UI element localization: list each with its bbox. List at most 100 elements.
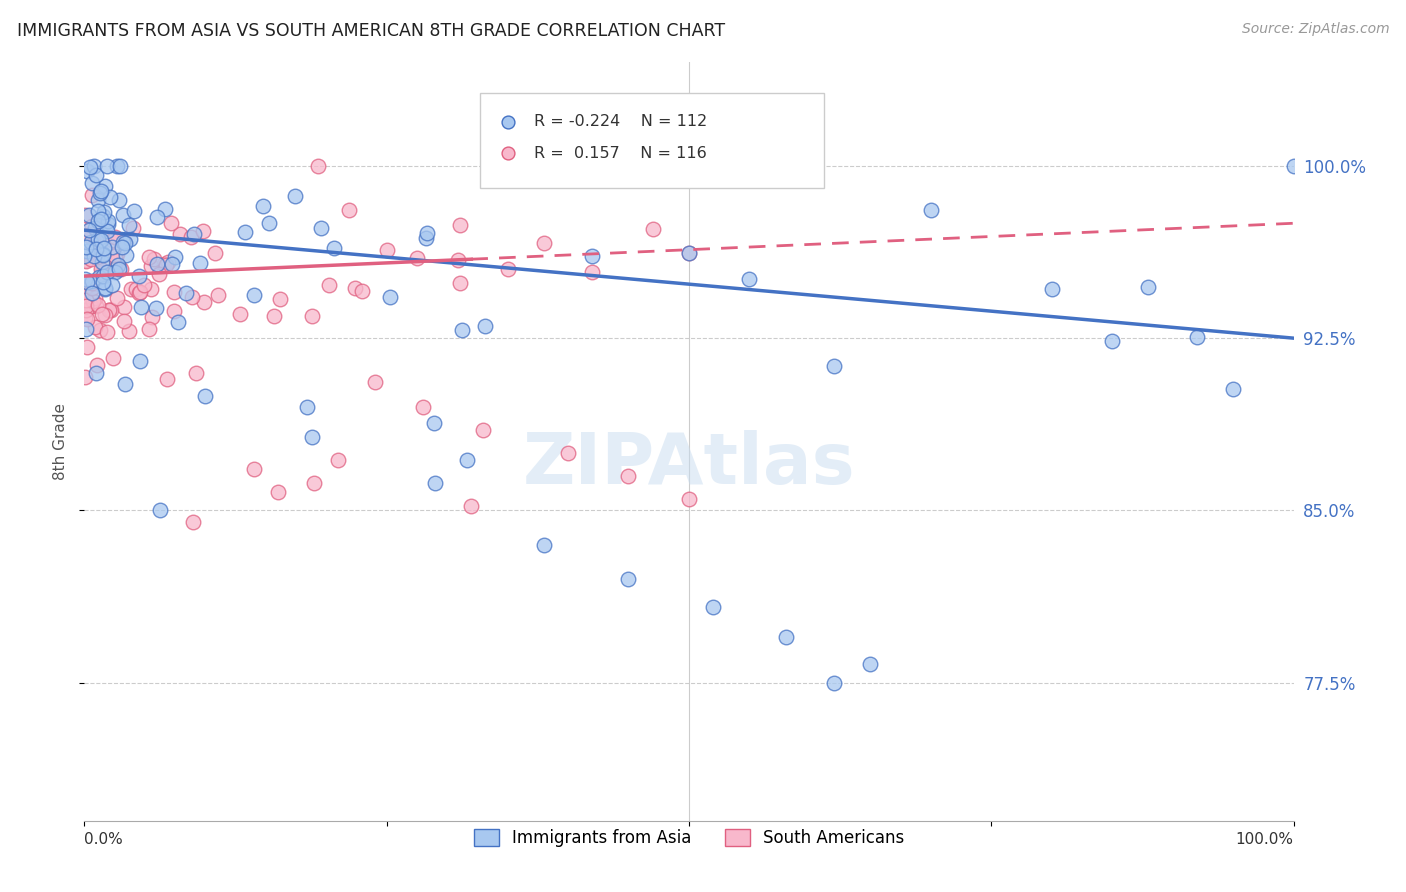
Point — [131, 300, 153, 314]
Point — [301, 430, 323, 444]
Point — [91, 209, 114, 223]
Point — [107, 258, 129, 272]
Point — [472, 423, 495, 437]
Text: ZIPAtlas: ZIPAtlas — [523, 430, 855, 499]
Point — [128, 285, 150, 300]
Point — [97, 214, 120, 228]
Point — [75, 369, 97, 384]
Point — [82, 227, 104, 242]
Point — [1101, 334, 1123, 349]
Point — [1185, 330, 1208, 344]
Point — [97, 217, 120, 231]
Point — [100, 233, 122, 247]
Point — [82, 274, 104, 288]
Point — [775, 630, 797, 644]
Point — [134, 277, 156, 292]
Point — [86, 232, 108, 246]
Point — [114, 236, 136, 251]
Point — [80, 252, 103, 267]
Point — [406, 251, 429, 265]
Point — [174, 285, 197, 300]
Point — [91, 268, 114, 283]
Point — [84, 299, 107, 313]
Point — [77, 223, 100, 237]
Point — [451, 323, 474, 337]
Point — [120, 232, 142, 246]
Point — [104, 261, 127, 276]
Point — [167, 315, 190, 329]
Point — [1040, 282, 1063, 296]
Point — [738, 272, 761, 286]
Text: Source: ZipAtlas.com: Source: ZipAtlas.com — [1241, 22, 1389, 37]
Point — [1282, 159, 1305, 173]
Point — [139, 259, 162, 273]
Point — [76, 244, 98, 259]
Point — [90, 212, 112, 227]
Point — [474, 319, 496, 334]
Point — [91, 266, 114, 280]
Point — [328, 453, 350, 467]
Point — [496, 434, 519, 449]
Point — [111, 240, 134, 254]
Point — [89, 186, 111, 201]
Point — [128, 268, 150, 283]
Point — [194, 388, 217, 402]
Point — [104, 249, 127, 263]
Point — [188, 256, 211, 270]
Point — [84, 168, 107, 182]
Point — [378, 290, 401, 304]
Point — [87, 193, 110, 207]
Point — [284, 188, 307, 202]
Point — [155, 259, 177, 273]
Point — [73, 283, 96, 297]
Point — [84, 366, 107, 380]
Point — [110, 261, 132, 276]
Point — [363, 375, 385, 389]
Point — [83, 320, 105, 334]
Point — [77, 246, 100, 260]
Text: R = -0.224    N = 112: R = -0.224 N = 112 — [534, 114, 707, 129]
Point — [120, 281, 142, 295]
Point — [100, 277, 122, 292]
Point — [344, 281, 367, 295]
Point — [91, 307, 114, 321]
Point — [243, 288, 266, 302]
Point — [76, 312, 98, 326]
Point — [79, 161, 101, 175]
Point — [82, 188, 104, 202]
Point — [152, 257, 174, 271]
Point — [87, 204, 110, 219]
Point — [416, 226, 439, 240]
Point — [75, 254, 97, 268]
Point — [80, 176, 103, 190]
Point — [90, 233, 112, 247]
Point — [112, 208, 135, 222]
Point — [456, 453, 478, 467]
Point — [157, 255, 180, 269]
Text: IMMIGRANTS FROM ASIA VS SOUTH AMERICAN 8TH GRADE CORRELATION CHART: IMMIGRANTS FROM ASIA VS SOUTH AMERICAN 8… — [17, 22, 725, 40]
Point — [155, 202, 177, 216]
Point — [86, 232, 108, 246]
Point — [148, 267, 170, 281]
Point — [142, 252, 165, 266]
Point — [80, 299, 103, 313]
Point — [104, 264, 127, 278]
Point — [533, 235, 555, 250]
Point — [76, 275, 98, 289]
Point — [148, 503, 170, 517]
Point — [90, 184, 112, 198]
Point — [73, 285, 96, 299]
Point — [678, 245, 700, 260]
Point — [702, 599, 724, 614]
Point — [94, 282, 117, 296]
Point — [76, 340, 98, 354]
Point — [146, 210, 169, 224]
Point — [107, 194, 129, 208]
Point — [263, 310, 285, 324]
Point — [415, 230, 437, 244]
Point — [114, 377, 136, 392]
Point — [77, 227, 100, 242]
Point — [112, 301, 135, 315]
Point — [118, 325, 141, 339]
Point — [1137, 280, 1160, 294]
